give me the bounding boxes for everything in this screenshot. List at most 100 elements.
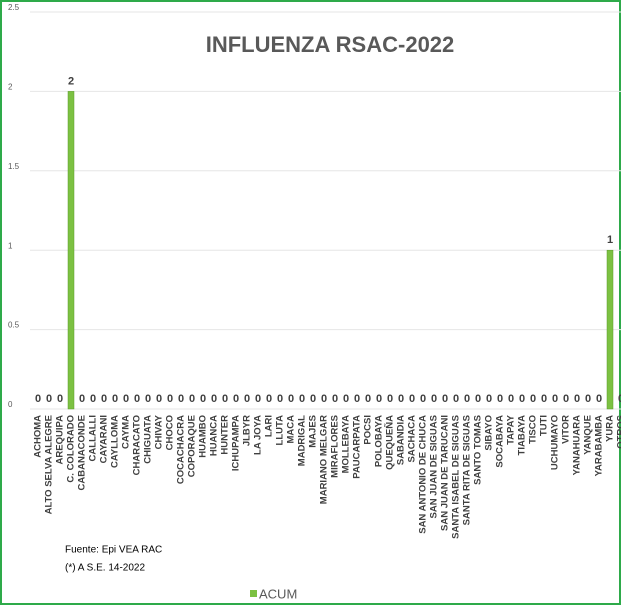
value-label: 0 [156,393,162,405]
value-label: 0 [200,393,206,405]
x-tick-label: C. COLORADO [66,415,77,483]
y-tick-label: 1 [8,241,13,250]
value-label: 0 [574,393,580,405]
value-label: 0 [585,393,591,405]
x-tick-label: TUTI [539,415,550,436]
value-label: 0 [233,393,239,405]
x-tick-label: HUANCA [209,415,220,456]
value-label: 0 [167,393,173,405]
x-tick-label: POCSI [363,415,374,445]
x-tick-label: LARI [264,415,275,437]
x-tick-label: ACHOMA [33,415,44,458]
value-label: 0 [486,393,492,405]
value-label: 0 [123,393,129,405]
x-tick-label: TAPAY [506,414,517,445]
value-label: 0 [90,393,96,405]
value-label: 0 [596,393,602,405]
x-tick-label: CHIVAY [154,414,165,449]
x-tick-label: MAJES [308,415,319,448]
y-tick-label: 2.5 [8,3,20,12]
value-label: 0 [46,393,52,405]
value-label: 0 [145,393,151,405]
x-tick-label: VITOR [561,415,572,444]
x-tick-label: SACHACA [407,415,418,463]
x-tick-label: TIABAYA [517,415,528,456]
value-label: 0 [211,393,217,405]
value-label: 0 [354,393,360,405]
x-tick-label: SABANDIA [396,415,407,465]
value-label: 0 [365,393,371,405]
x-tick-label: SAN JUAN DE TARUCANI [440,415,451,531]
y-tick-label: 2 [8,83,13,92]
x-tick-label: COPORAQUE [187,415,198,477]
value-label: 1 [607,234,613,246]
y-tick-label: 0 [8,400,13,409]
value-label: 0 [387,393,393,405]
x-tick-label: SAN JUAN DE SIGUAS [429,415,440,518]
value-label: 0 [398,393,404,405]
value-label: 0 [332,393,338,405]
legend-swatch [250,590,257,597]
value-label: 0 [618,393,621,405]
x-tick-label: SANTA RITA DE SIGUAS [462,415,473,525]
value-label: 0 [420,393,426,405]
x-tick-label: QUEQUEÑA [385,415,396,470]
x-tick-label: YANQUE [583,415,594,455]
value-label: 0 [79,393,85,405]
x-tick-label: OTROS [616,415,621,449]
x-tick-label: SIBAYO [484,415,495,451]
x-tick-label: LA JOYA [253,415,264,455]
x-tick-label: UCHUMAYO [550,415,561,470]
value-label: 0 [376,393,382,405]
value-label: 0 [299,393,305,405]
x-tick-label: CAYLLOMA [110,415,121,468]
value-label: 0 [244,393,250,405]
x-tick-label: JLBYR [242,415,253,446]
x-tick-label: ICHUPAMPA [231,415,242,471]
bar [67,91,75,410]
x-tick-label: MARIANO MELGAR [319,415,330,504]
value-label: 0 [277,393,283,405]
x-tick-label: CHARACATO [132,415,143,475]
value-label: 0 [519,393,525,405]
x-tick-label: TISCO [528,415,539,444]
value-label: 0 [266,393,272,405]
value-label: 0 [464,393,470,405]
value-label: 0 [57,393,63,405]
chart-title: INFLUENZA RSAC-2022 [206,32,455,57]
x-tick-label: SANTA ISABEL DE SIGUAS [451,415,462,539]
value-label: 0 [563,393,569,405]
x-tick-label: SOCABAYA [495,415,506,468]
x-tick-label: HUAMBO [198,415,209,458]
x-tick-label: COCACHACRA [176,415,187,484]
x-tick-label: MOLLEBAYA [341,415,352,474]
x-tick-label: CAYMA [121,415,132,449]
value-label: 0 [343,393,349,405]
value-label: 0 [310,393,316,405]
value-label: 0 [101,393,107,405]
x-tick-label: YURA [605,415,616,442]
x-tick-label: YANAHUARA [572,415,583,475]
value-label: 0 [552,393,558,405]
value-label: 0 [442,393,448,405]
legend-label: ACUM [259,586,297,601]
value-label: 0 [409,393,415,405]
x-tick-label: CALLALLI [88,415,99,461]
value-label: 2 [68,75,74,87]
x-tick-label: HUNTER [220,415,231,455]
x-tick-label: MADRIGAL [297,415,308,466]
value-label: 0 [255,393,261,405]
value-label: 0 [453,393,459,405]
x-tick-label: PAUCARPATA [352,415,363,479]
value-label: 0 [134,393,140,405]
value-label: 0 [508,393,514,405]
value-label: 0 [475,393,481,405]
x-tick-label: SAN ANTONIO DE CHUCA [418,415,429,534]
x-tick-label: SANTO TOMAS [473,415,484,485]
x-tick-label: ALTO SELVA ALEGRE [44,415,55,514]
note: Fuente: Epi VEA RAC [65,545,162,556]
value-label: 0 [530,393,536,405]
x-tick-label: CABANACONDE [77,415,88,490]
